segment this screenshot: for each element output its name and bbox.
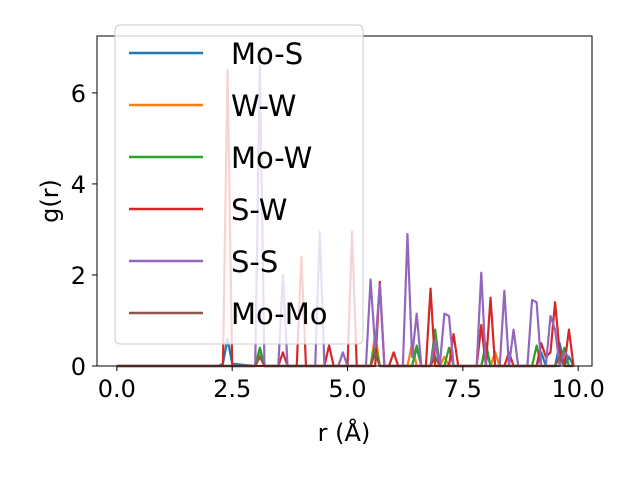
x-tick-label: 7.5 xyxy=(444,375,482,403)
legend-label-mo-s: Mo-S xyxy=(231,37,303,71)
legend-label-w-w: W-W xyxy=(231,89,296,123)
legend-label-mo-w: Mo-W xyxy=(231,141,312,175)
y-tick-label: 4 xyxy=(71,171,86,199)
y-tick-label: 0 xyxy=(71,353,86,381)
y-ticks: 0 2 4 6 xyxy=(71,80,97,381)
legend-label-mo-mo: Mo-Mo xyxy=(231,297,328,331)
y-axis-label: g(r) xyxy=(36,179,64,223)
legend-label-s-w: S-W xyxy=(231,193,287,227)
x-tick-label: 2.5 xyxy=(213,375,251,403)
legend-label-s-s: S-S xyxy=(231,245,278,279)
x-tick-label: 0.0 xyxy=(98,375,136,403)
x-tick-label: 10.0 xyxy=(551,375,604,403)
y-tick-label: 6 xyxy=(71,80,86,108)
legend: Mo-S W-W Mo-W S-W S-S Mo-Mo xyxy=(114,24,364,345)
x-tick-label: 5.0 xyxy=(328,375,366,403)
y-tick-label: 2 xyxy=(71,262,86,290)
x-axis-label: r (Å) xyxy=(318,418,371,447)
x-ticks: 0.0 2.5 5.0 7.5 10.0 xyxy=(98,366,605,403)
